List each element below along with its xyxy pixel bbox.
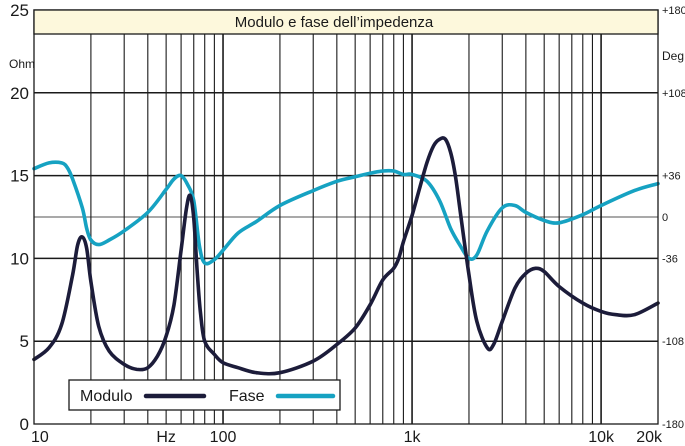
y2-tick-label: +36 (662, 171, 681, 183)
title-bar: Modulo e fase dell’impedenza (33, 9, 659, 35)
left-axis-unit: Ohm (9, 57, 35, 71)
y2-tick-label: -108 (662, 336, 684, 348)
series-line-fase (32, 160, 660, 266)
chart-title: Modulo e fase dell’impedenza (235, 14, 434, 31)
y-tick-label: 0 (20, 415, 29, 434)
y2-tick-label: +108 (662, 88, 685, 100)
y2-tick-label: -180 (662, 419, 684, 431)
legend-label-modulo: Modulo (80, 388, 133, 405)
right-axis-unit: Deg (662, 49, 684, 63)
y-tick-label: 15 (10, 167, 29, 186)
x-tick-label: 10k (588, 429, 615, 446)
legend: Modulo Fase (68, 379, 341, 411)
y2-tick-label: -36 (662, 253, 678, 265)
y-tick-label: 10 (10, 249, 29, 268)
y2-tick-label: +180 (662, 5, 685, 17)
y-tick-label: 20 (10, 84, 29, 103)
y2-tick-label: 0 (662, 212, 668, 224)
y-tick-label: 5 (20, 332, 29, 351)
x-tick-label: 1k (404, 429, 422, 446)
y-tick-label: 25 (10, 1, 29, 20)
x-tick-label: 100 (210, 429, 237, 446)
title-background (33, 9, 659, 35)
legend-label-fase: Fase (229, 388, 265, 405)
x-tick-label: Hz (156, 429, 176, 446)
tick-labels: 0 5 10 15 20 25 +180 +108 +36 0 -36 -108 -180 10 Hz 100… (10, 1, 685, 446)
x-tick-label: 10 (31, 429, 49, 446)
grid (34, 10, 658, 424)
series-line-modulo (32, 136, 660, 376)
x-tick-label: 20k (636, 429, 663, 446)
series-layer (32, 136, 660, 376)
